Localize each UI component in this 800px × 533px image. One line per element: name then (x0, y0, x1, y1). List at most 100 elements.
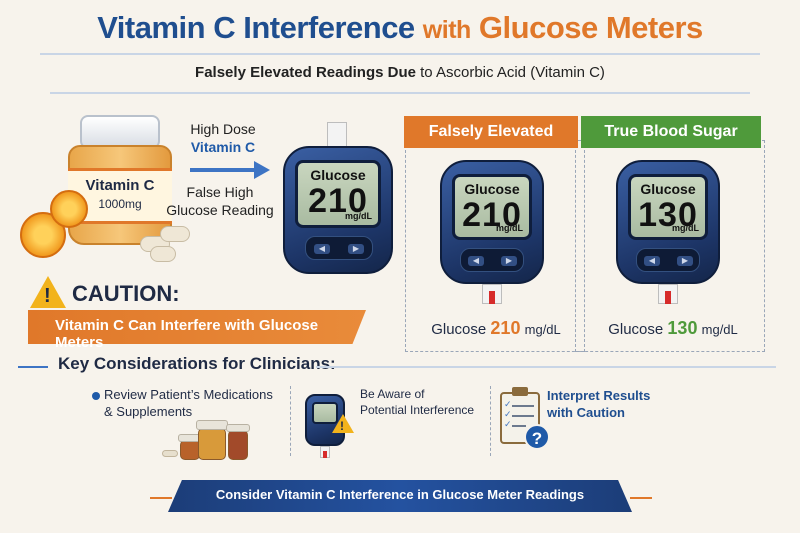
arrow-head-icon (254, 161, 270, 179)
falsely-elevated-tag: Falsely Elevated (404, 116, 578, 148)
meter-screen-unit: mg/dL (496, 223, 523, 233)
warning-triangle-icon (30, 276, 66, 308)
true-caption-value: 130 (667, 318, 698, 338)
warning-exclamation: ! (44, 285, 51, 307)
title-divider (40, 53, 760, 55)
consideration-medications: Review Patient’s Medications & Supplemen… (104, 386, 284, 420)
meter-screen-label: Glucose (464, 181, 520, 197)
arrow-right-icon (190, 168, 256, 172)
consideration-interference-line-2: Potential Interference (360, 403, 475, 417)
elevated-caption-unit: mg/dL (524, 322, 561, 337)
elevated-caption: Glucose 210 mg/dL (411, 318, 581, 339)
consideration-interference-line-1: Be Aware of (360, 387, 425, 401)
high-dose-label: High Dose Vitamin C (168, 120, 278, 156)
caution-title: CAUTION: (72, 281, 180, 306)
meter-screen-value: 210 (308, 182, 368, 220)
consideration-interpret: Interpret Results with Caution (547, 387, 677, 421)
blood-drop (489, 291, 495, 304)
left-arrow-icon: ◀ (644, 256, 660, 266)
meter-screen-value: 130 (638, 196, 698, 234)
medicine-cap (196, 420, 228, 430)
consideration-interference: Be Aware of Potential Interference (360, 386, 490, 418)
false-high-label: False High Glucose Reading (160, 183, 280, 219)
bottle-cap (80, 115, 160, 149)
page-subtitle: Falsely Elevated Readings Due to Ascorbi… (0, 64, 800, 81)
true-caption-prefix: Glucose (608, 321, 664, 338)
meter-screen: Glucose 210 mg/dL (295, 160, 381, 228)
caution-banner (28, 310, 366, 344)
banner-accent-left (150, 497, 172, 499)
pill-icon (150, 246, 176, 262)
high-dose-line-1: High Dose (190, 121, 256, 137)
meter-screen-unit: mg/dL (345, 211, 372, 221)
checklist-line (512, 405, 534, 407)
title-part-1: Vitamin C Interference (97, 10, 415, 45)
true-caption-unit: mg/dL (701, 322, 738, 337)
blood-drop (665, 291, 671, 304)
meter-button-pad: ◀ ▶ (460, 248, 524, 272)
high-dose-line-2: Vitamin C (190, 139, 256, 155)
clipboard-clip (512, 387, 528, 396)
footer-banner-text: Consider Vitamin C Interference in Gluco… (215, 487, 585, 502)
pill-icon (160, 226, 190, 242)
section-accent-line (18, 366, 48, 368)
warning-exclamation: ! (340, 419, 344, 433)
check-icon: ✓ (504, 409, 512, 419)
check-icon: ✓ (504, 419, 512, 429)
column-separator (490, 386, 491, 456)
subtitle-divider (50, 92, 750, 94)
meter-screen-value: 210 (462, 196, 522, 234)
caution-message: Vitamin C Can Interfere with Glucose Met… (55, 317, 319, 351)
consideration-interpret-line-1: Interpret Results (547, 388, 651, 403)
true-caption: Glucose 130 mg/dL (588, 318, 758, 339)
meter-screen-label: Glucose (640, 181, 696, 197)
question-mark-icon: ? (524, 424, 550, 450)
medicine-cap (226, 424, 250, 432)
bottle-label-name: Vitamin C (85, 177, 155, 194)
false-high-line-1: False High (186, 184, 254, 200)
title-part-2: Glucose Meters (478, 10, 703, 45)
meter-screen (312, 402, 338, 424)
medicine-bottle-icon (180, 440, 200, 460)
right-arrow-icon: ▶ (677, 256, 693, 266)
warning-triangle-icon (332, 414, 354, 433)
section-divider (316, 366, 776, 368)
footer-banner (168, 480, 632, 512)
left-arrow-icon: ◀ (314, 244, 330, 254)
right-arrow-icon: ▶ (501, 256, 517, 266)
page-title: Vitamin C Interference with Glucose Mete… (0, 10, 800, 46)
orange-slice-icon (50, 190, 88, 228)
meter-screen: Glucose 210 mg/dL (452, 174, 532, 240)
false-high-line-2: Glucose Reading (166, 202, 274, 218)
elevated-caption-value: 210 (490, 318, 521, 338)
considerations-title: Key Considerations for Clinicians: (58, 354, 336, 373)
meter-screen-label: Glucose (310, 167, 366, 183)
consideration-medications-line-2: & Supplements (104, 404, 193, 419)
consideration-interpret-line-2: with Caution (547, 405, 625, 420)
glucose-meter-icon: Glucose 130 mg/dL ◀ ▶ (616, 160, 720, 284)
bottle-label-dose: 1000mg (98, 197, 142, 211)
blood-drop (323, 451, 327, 458)
bullet-icon (92, 392, 100, 400)
subtitle-bold: Falsely Elevated Readings Due (195, 64, 416, 81)
banner-accent-right (630, 497, 652, 499)
checklist-line (512, 415, 534, 417)
meter-screen: Glucose 130 mg/dL (628, 174, 708, 240)
glucose-meter-icon: Glucose 210 mg/dL ◀ ▶ (283, 146, 393, 274)
elevated-caption-prefix: Glucose (431, 321, 487, 338)
meter-screen-unit: mg/dL (672, 223, 699, 233)
medicine-bottle-icon (228, 430, 248, 460)
true-blood-sugar-tag: True Blood Sugar (581, 116, 761, 148)
left-arrow-icon: ◀ (468, 256, 484, 266)
medicine-bottle-icon (198, 428, 226, 460)
pill-icon (162, 450, 178, 457)
check-icon: ✓ (504, 399, 512, 409)
column-separator (290, 386, 291, 456)
glucose-meter-icon: Glucose 210 mg/dL ◀ ▶ (440, 160, 544, 284)
subtitle-rest: to Ascorbic Acid (Vitamin C) (420, 64, 605, 81)
right-arrow-icon: ▶ (348, 244, 364, 254)
consideration-medications-line-1: Review Patient’s Medications (104, 387, 273, 402)
meter-button-pad: ◀ ▶ (305, 236, 373, 260)
checklist-line (512, 425, 526, 427)
meter-button-pad: ◀ ▶ (636, 248, 700, 272)
